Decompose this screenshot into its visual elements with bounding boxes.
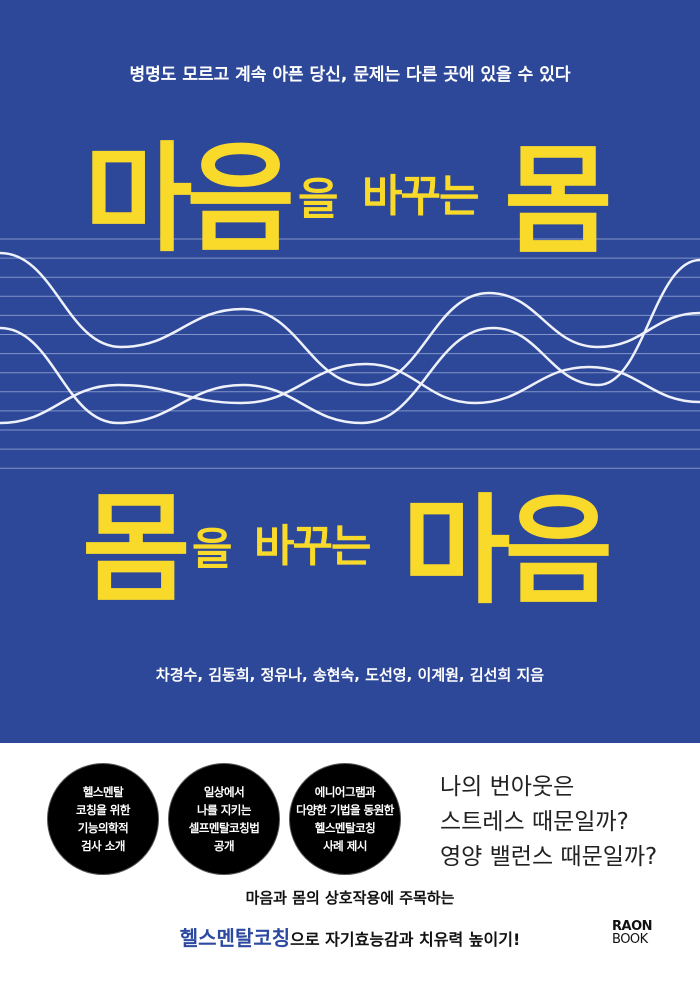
badge-self-coaching: 일상에서 나를 지키는 셀프멘탈코칭법 공개 [168, 763, 280, 875]
badge-line: 검사 소개 [81, 839, 125, 853]
publisher-logo-line2: BOOK [612, 932, 648, 947]
badge-line: 코칭을 위한 [76, 803, 130, 817]
question-line: 나의 번아웃은 [440, 774, 575, 800]
bottom-line2-rest: 으로 자기효능감과 치유력 높이기! [290, 930, 521, 949]
question-text: 나의 번아웃은 스트레스 때문일까? 영양 밸런스 때문일까? [440, 770, 657, 875]
title-line1-particle: 을 [298, 174, 339, 225]
tagline: 병명도 모르고 계속 아픈 당신, 문제는 다른 곳에 있을 수 있다 [129, 65, 571, 85]
badge-line: 기능의학적 [77, 821, 129, 835]
publisher-logo-line1: RAON [612, 919, 653, 934]
bottom-line2: 헬스멘탈코칭으로 자기효능감과 치유력 높이기! [0, 922, 700, 951]
badge-line: 셀프멘탈코칭법 [188, 821, 260, 835]
badge-functional-medicine: 헬스멘탈 코칭을 위한 기능의학적 검사 소개 [47, 763, 159, 875]
highlight-text: 헬스멘탈코칭 [179, 926, 291, 950]
wave-decoration [0, 238, 700, 469]
badge-line: 다양한 기법을 동원한 [296, 803, 394, 817]
badge-line: 일상에서 [203, 785, 245, 799]
question-line: 스트레스 때문일까? [440, 809, 629, 835]
title-line1-verb: 바꾸는 [362, 171, 479, 222]
badge-line: 헬스멘탈코칭 [314, 821, 376, 835]
wave-line [0, 251, 700, 387]
wave-line [0, 362, 700, 425]
title-line2-verb: 바꾸는 [254, 521, 371, 572]
badge-line: 나를 지키는 [197, 803, 251, 817]
question-line: 영양 밸런스 때문일까? [440, 844, 658, 870]
title-line2-particle: 을 [192, 524, 233, 575]
title-line2-word2: 마음 [402, 482, 613, 620]
badge-line: 사례 제시 [323, 839, 367, 853]
publisher-logo: RAON BOOK [612, 919, 653, 947]
badge-line: 공개 [213, 839, 235, 853]
cover-background [0, 0, 700, 743]
title-line2-word1: 몸 [82, 480, 191, 618]
wave-line [0, 258, 700, 425]
bottom-line1: 마음과 몸의 상호작용에 주목하는 [245, 889, 455, 907]
authors: 차경수, 김동희, 정유나, 송현숙, 도선영, 이계원, 김선희 지음 [155, 666, 545, 684]
title-line1-word2: 몸 [504, 132, 613, 270]
badge-line: 에니어그램과 [314, 785, 376, 799]
badge-case-studies: 에니어그램과 다양한 기법을 동원한 헬스멘탈코칭 사례 제시 [289, 763, 401, 875]
title-line1-word1: 마음 [84, 130, 295, 268]
badge-line: 헬스멘탈 [82, 785, 124, 799]
